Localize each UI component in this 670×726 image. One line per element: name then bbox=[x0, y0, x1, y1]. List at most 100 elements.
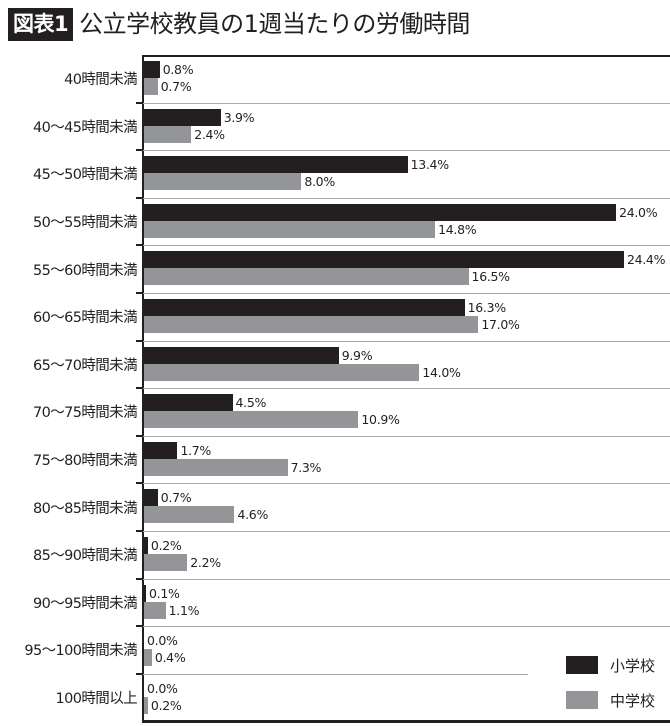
value-label-elementary: 24.4% bbox=[626, 252, 666, 268]
figure-number-badge: 図表1 bbox=[8, 7, 74, 41]
value-label-junior-high: 14.0% bbox=[422, 364, 461, 380]
category-label: 40時間未満 bbox=[64, 72, 137, 89]
axis-tick bbox=[136, 434, 143, 437]
category-label: 75〜80時間未満 bbox=[32, 453, 138, 470]
row-separator bbox=[143, 435, 670, 437]
bar-elementary bbox=[144, 299, 465, 316]
axis-tick bbox=[136, 196, 143, 199]
category-label: 55〜60時間未満 bbox=[32, 262, 138, 279]
value-label-elementary: 4.5% bbox=[235, 395, 267, 411]
value-label-elementary: 0.2% bbox=[150, 538, 182, 553]
bar-elementary bbox=[144, 156, 408, 174]
chart-row: 70〜75時間未満 4.5% 10.9% bbox=[0, 387, 670, 436]
chart-row: 90〜95時間未満 0.1% 1.1% bbox=[0, 577, 670, 627]
row-separator bbox=[143, 626, 670, 628]
chart-top-border bbox=[143, 55, 670, 57]
bar-junior-high bbox=[144, 78, 158, 95]
row-separator bbox=[143, 293, 670, 294]
row-separator bbox=[143, 388, 670, 390]
value-label-junior-high: 10.9% bbox=[361, 412, 400, 428]
bar-junior-high bbox=[144, 649, 152, 667]
row-separator bbox=[143, 531, 670, 532]
value-label-junior-high: 0.4% bbox=[154, 650, 186, 666]
value-label-junior-high: 2.4% bbox=[194, 126, 225, 142]
axis-tick bbox=[136, 672, 143, 675]
value-label-elementary: 0.8% bbox=[162, 62, 194, 77]
value-label-junior-high: 16.5% bbox=[471, 269, 511, 285]
value-label-junior-high: 7.3% bbox=[290, 459, 322, 475]
legend-item-elementary: 小学校 bbox=[566, 652, 655, 678]
chart-row: 80〜85時間未満 0.7% 4.6% bbox=[0, 482, 670, 531]
row-separator bbox=[143, 578, 670, 580]
bar-elementary bbox=[144, 489, 158, 507]
legend: 小学校 中学校 bbox=[566, 652, 655, 722]
axis-tick bbox=[136, 577, 143, 580]
bar-elementary bbox=[144, 61, 160, 78]
bar-junior-high bbox=[144, 220, 436, 238]
legend-swatch-junior-high bbox=[566, 691, 598, 709]
bar-junior-high bbox=[144, 173, 302, 191]
row-separator bbox=[143, 197, 670, 199]
bar-elementary bbox=[144, 203, 617, 221]
axis-tick bbox=[136, 482, 143, 485]
axis-tick bbox=[136, 292, 143, 294]
bar-elementary bbox=[144, 394, 233, 412]
category-label: 60〜65時間未満 bbox=[32, 310, 138, 327]
value-label-elementary: 0.0% bbox=[147, 633, 178, 649]
chart-row: 100時間以上 0.0% 0.2% bbox=[0, 672, 670, 722]
value-label-junior-high: 14.8% bbox=[438, 221, 477, 237]
axis-tick bbox=[136, 149, 143, 152]
bar-elementary bbox=[144, 108, 221, 126]
chart-row: 65〜70時間未満 9.9% 14.0% bbox=[0, 339, 670, 389]
axis-tick bbox=[136, 101, 143, 104]
bar-junior-high bbox=[144, 554, 188, 571]
legend-swatch-elementary bbox=[566, 656, 598, 674]
value-label-junior-high: 4.6% bbox=[237, 507, 269, 523]
value-label-elementary: 3.9% bbox=[223, 109, 255, 125]
chart-row: 55〜60時間未満 24.4% 16.5% bbox=[0, 244, 670, 293]
row-separator bbox=[143, 102, 670, 104]
row-separator bbox=[143, 673, 528, 675]
value-label-elementary: 13.4% bbox=[410, 157, 450, 173]
value-label-elementary: 0.0% bbox=[147, 680, 178, 696]
bar-junior-high bbox=[144, 316, 479, 333]
chart-row: 75〜80時間未満 1.7% 7.3% bbox=[0, 434, 670, 484]
value-label-elementary: 1.7% bbox=[180, 442, 211, 458]
axis-tick bbox=[136, 387, 143, 390]
bar-junior-high bbox=[144, 411, 359, 429]
chart-row: 40〜45時間未満 3.9% 2.4% bbox=[0, 101, 670, 151]
bar-junior-high bbox=[144, 268, 469, 286]
value-label-elementary: 0.1% bbox=[149, 585, 180, 601]
chart-row: 40時間未満 0.8% 0.7% bbox=[0, 55, 670, 103]
category-label: 70〜75時間未満 bbox=[32, 405, 138, 422]
category-label: 50〜55時間未満 bbox=[32, 215, 138, 232]
value-label-elementary: 0.7% bbox=[160, 490, 192, 506]
bar-junior-high bbox=[144, 506, 235, 524]
row-separator bbox=[143, 483, 670, 485]
chart-bottom-border bbox=[143, 720, 670, 723]
chart-row: 45〜50時間未満 13.4% 8.0% bbox=[0, 149, 670, 198]
value-label-junior-high: 2.2% bbox=[190, 555, 221, 570]
legend-item-junior-high: 中学校 bbox=[566, 687, 655, 713]
category-label: 80〜85時間未満 bbox=[32, 500, 138, 517]
chart-header: 図表1 公立学校教員の1週当たりの労働時間 bbox=[8, 4, 470, 44]
bar-elementary bbox=[144, 537, 148, 554]
chart-row: 50〜55時間未満 24.0% 14.8% bbox=[0, 196, 670, 246]
axis-tick bbox=[136, 530, 143, 532]
legend-label-elementary: 小学校 bbox=[610, 656, 656, 675]
chart-row: 60〜65時間未満 16.3% 17.0% bbox=[0, 292, 670, 341]
chart-row: 85〜90時間未満 0.2% 2.2% bbox=[0, 530, 670, 579]
bar-junior-high bbox=[144, 696, 148, 714]
value-label-junior-high: 17.0% bbox=[481, 317, 520, 332]
bar-junior-high bbox=[144, 125, 192, 143]
value-label-junior-high: 0.2% bbox=[150, 697, 182, 713]
category-label: 100時間以上 bbox=[55, 691, 138, 708]
category-label: 45〜50時間未満 bbox=[32, 167, 138, 184]
bar-elementary bbox=[144, 441, 178, 459]
value-label-junior-high: 1.1% bbox=[168, 602, 200, 618]
axis-tick bbox=[136, 625, 143, 628]
row-separator bbox=[143, 245, 670, 247]
chart-row: 95〜100時間未満 0.0% 0.4% bbox=[0, 625, 670, 674]
bar-elementary bbox=[144, 584, 146, 602]
category-label: 65〜70時間未満 bbox=[32, 357, 138, 374]
